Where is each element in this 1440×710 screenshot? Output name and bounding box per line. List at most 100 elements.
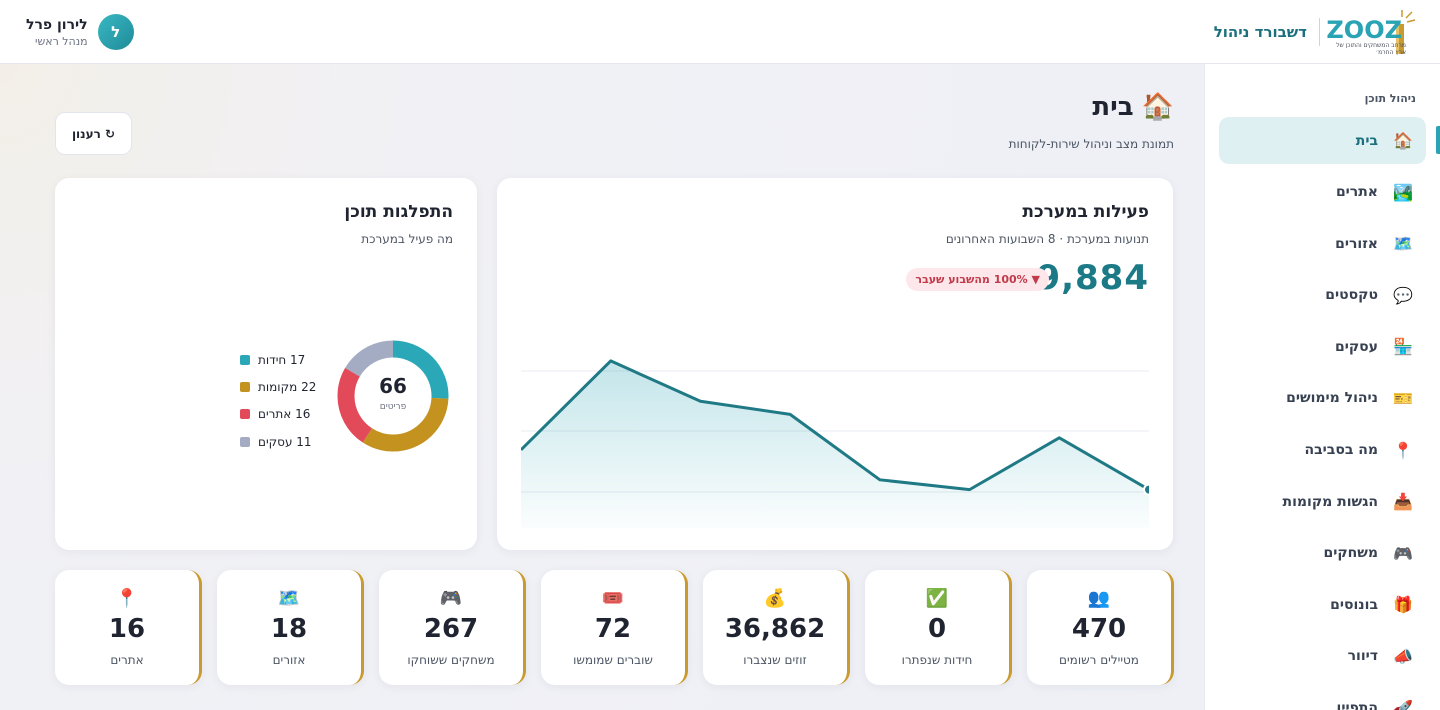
house-icon: 🏠: [1141, 92, 1174, 122]
legend-item: 22 מקומות: [240, 373, 322, 400]
sidebar-item-label: דיוור: [1347, 648, 1378, 665]
legend-label: 22 מקומות: [258, 379, 317, 394]
gamepad-icon: 🎮: [439, 588, 463, 609]
zooz-logo: ZOOZ מרחב המשחקים והתוכן של ארץ החרמ׳: [1326, 8, 1416, 56]
data-point[interactable]: [1143, 483, 1149, 496]
stat-label: זוזים שנצברו: [743, 653, 807, 667]
home-icon: 🏠: [1393, 131, 1413, 150]
sidebar-section-label: ניהול תוכן: [1364, 92, 1416, 105]
stat-card[interactable]: 🗺️ 18 אזורים: [217, 570, 364, 685]
brand-divider: [1319, 18, 1320, 46]
gift-icon: 🎁: [1393, 595, 1413, 615]
sidebar-item-label: אזורים: [1335, 235, 1378, 252]
stat-card[interactable]: 💰 36,862 זוזים שנצברו: [703, 570, 850, 685]
sidebar-item-9[interactable]: 🎁 בונוסים: [1219, 581, 1426, 628]
sidebar-item-3[interactable]: 💬 טקסטים: [1219, 272, 1426, 319]
megaphone-icon: 📣: [1393, 646, 1413, 666]
distribution-subtitle: מה פעיל במערכת: [361, 232, 453, 246]
donut-svg: [337, 340, 449, 452]
stat-label: משחקים ששוחקו: [407, 653, 495, 667]
stat-label: אתרים: [110, 653, 144, 667]
sidebar-item-8[interactable]: 🎮 משחקים: [1219, 530, 1426, 577]
user-role: מנהל ראשי: [34, 34, 88, 48]
donut-total-label: פריטים: [379, 402, 407, 412]
ticket-icon: 🎟️: [601, 588, 625, 609]
stat-value: 72: [594, 614, 632, 644]
user-name: לירון פרל: [26, 16, 88, 33]
check-icon: ✅: [925, 588, 949, 609]
sidebar-item-1[interactable]: 🏞️ אתרים: [1219, 169, 1426, 216]
sidebar-item-label: טקסטים: [1325, 287, 1378, 304]
map-icon: 🗺️: [277, 588, 301, 609]
speech-icon: 💬: [1393, 285, 1413, 305]
sidebar-item-10[interactable]: 📣 דיוור: [1219, 633, 1426, 680]
legend-item: 16 אתרים: [240, 401, 322, 428]
legend-swatch: [240, 354, 250, 365]
brand[interactable]: ZOOZ מרחב המשחקים והתוכן של ארץ החרמ׳ דש…: [1214, 8, 1416, 56]
stat-value: 18: [270, 614, 308, 644]
ticket-icon: 🎫: [1393, 388, 1413, 408]
gamepad-icon: 🎮: [1393, 543, 1413, 563]
stat-card[interactable]: 🎟️ 72 שוברים שמומשו: [541, 570, 688, 685]
stat-value: 16: [108, 614, 146, 644]
legend-item: 17 חידות: [240, 346, 322, 373]
stat-label: מטיילים רשומים: [1059, 653, 1139, 667]
sidebar-item-label: מה בסביבה: [1304, 442, 1379, 459]
sidebar-item-label: התפייו: [1336, 700, 1378, 710]
page-title-text: בית: [1092, 92, 1134, 122]
sidebar-item-4[interactable]: 🏪 עסקים: [1219, 323, 1426, 370]
donut-slice[interactable]: [337, 340, 449, 452]
top-header: ZOOZ מרחב המשחקים והתוכן של ארץ החרמ׳ דש…: [0, 0, 1440, 64]
sidebar-item-2[interactable]: 🗺️ אזורים: [1219, 220, 1426, 267]
logo-subtext: מרחב המשחקים והתוכן של ארץ החרמ׳: [1336, 42, 1406, 56]
pin-icon: 📍: [1393, 440, 1413, 460]
stat-card[interactable]: 📍 16 אתרים: [55, 570, 202, 685]
legend-swatch: [240, 381, 250, 392]
stat-value: 0: [927, 614, 947, 644]
user-profile[interactable]: לירון פרל מנהל ראשי ל: [26, 14, 134, 50]
legend-swatch: [240, 436, 250, 447]
legend-label: 16 אתרים: [258, 407, 311, 422]
legend-item: 11 עסקים: [240, 428, 322, 455]
activity-title: פעילות במערכת: [1022, 202, 1149, 222]
page-title: 🏠 בית: [1092, 92, 1174, 122]
donut-chart: 66 פריטים: [335, 338, 451, 454]
legend-label: 17 חידות: [258, 352, 306, 367]
stat-value: 470: [1071, 614, 1127, 644]
series-line: [521, 359, 1149, 492]
stat-card[interactable]: 👥 470 מטיילים רשומים: [1027, 570, 1174, 685]
distribution-card: התפלגות תוכן מה פעיל במערכת 66 פריטים 17…: [55, 178, 477, 550]
donut-slice[interactable]: [337, 340, 449, 452]
stat-card[interactable]: ✅ 0 חידות שנפתרו: [865, 570, 1012, 685]
sidebar-item-label: הגשות מקומות: [1282, 493, 1378, 510]
page-subtitle: תמונת מצב וניהול שירות-לקוחות: [1008, 137, 1174, 151]
activity-total: 9,884: [1036, 258, 1149, 298]
sidebar-item-0[interactable]: 🏠 בית: [1219, 117, 1426, 164]
stat-value: 36,862: [724, 614, 826, 644]
pin-icon: 📍: [115, 588, 139, 609]
active-indicator: [1436, 126, 1440, 154]
sidebar-item-7[interactable]: 📥 הגשות מקומות: [1219, 478, 1426, 525]
logo-rays-icon: [1396, 10, 1416, 54]
avatar[interactable]: ל: [97, 14, 134, 50]
activity-delta-badge: ▼ 100% מהשבוע שעבר: [906, 268, 1049, 291]
sidebar-item-6[interactable]: 📍 מה בסביבה: [1219, 427, 1426, 474]
refresh-button[interactable]: ↻ רענון: [55, 112, 132, 155]
stat-label: אזורים: [272, 653, 306, 667]
rocket-icon: 🚀: [1393, 698, 1413, 710]
activity-card: פעילות במערכת תנועות במערכת · 8 השבועות …: [497, 178, 1173, 550]
sidebar-item-5[interactable]: 🎫 ניהול מימושים: [1219, 375, 1426, 422]
sidebar-item-label: אתרים: [1335, 184, 1378, 201]
brand-title: דשבורד ניהול: [1213, 23, 1307, 41]
donut-legend: 17 חידות 22 מקומות 16 אתרים 11 עסקים: [240, 346, 322, 455]
stat-card[interactable]: 🎮 267 משחקים ששוחקו: [379, 570, 526, 685]
sidebar-item-label: בונוסים: [1330, 596, 1378, 613]
landscape-icon: 🏞️: [1393, 182, 1413, 202]
sidebar-item-label: בית: [1355, 132, 1378, 149]
sidebar-item-11[interactable]: 🚀 התפייו: [1219, 685, 1426, 710]
donut-slice[interactable]: [337, 340, 449, 452]
inbox-icon: 📥: [1393, 492, 1413, 512]
legend-label: 11 עסקים: [258, 434, 312, 449]
store-icon: 🏪: [1393, 337, 1413, 357]
sidebar-item-label: ניהול מימושים: [1286, 390, 1378, 407]
